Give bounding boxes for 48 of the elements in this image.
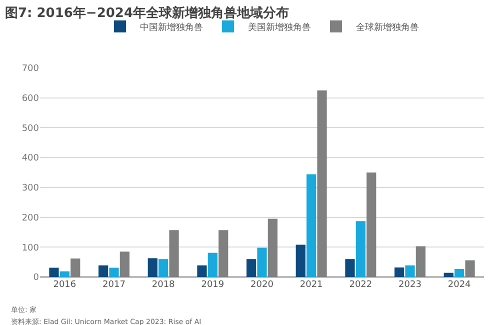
bar [49,268,59,277]
bar [356,221,366,277]
bar [296,244,306,277]
bar [366,172,376,277]
y-tick-label: 700 [22,64,40,74]
x-tick-label: 2024 [448,280,472,290]
bar [70,258,80,277]
y-tick-label: 600 [22,94,40,104]
bar [120,252,130,277]
x-tick-label: 2017 [102,280,126,290]
chart-title: 图7: 2016年−2024年全球新增独角兽地域分布 [4,5,290,22]
legend-label: 全球新增独角兽 [356,22,419,33]
y-tick-label: 0 [33,273,40,284]
bar [257,248,267,277]
bar [405,265,415,277]
bar [60,271,70,277]
legend-label: 中国新增独角兽 [140,22,203,33]
bar [148,258,158,277]
bar [109,268,119,277]
bar [465,260,475,277]
bar [268,218,278,277]
bar [394,267,404,277]
y-tick-label: 100 [22,243,40,254]
bar [246,259,256,277]
y-tick-label: 500 [22,124,40,134]
y-tick-label: 300 [22,184,40,194]
bar [444,272,454,277]
bar [416,246,426,277]
y-tick-label: 200 [22,213,40,224]
bar [306,174,316,277]
bar [197,265,207,277]
bar [218,230,228,277]
y-tick-label: 400 [22,154,40,164]
x-tick-label: 2019 [201,280,224,290]
x-tick-label: 2018 [152,280,176,290]
bar [317,90,327,277]
bar [454,268,464,277]
x-tick-label: 2023 [398,280,422,290]
bar [98,265,108,277]
legend-label: 美国新增独角兽 [248,22,311,33]
x-tick-label: 2021 [300,280,323,290]
bar [169,230,179,277]
x-tick-label: 2020 [250,280,274,290]
x-tick-label: 2016 [53,280,76,290]
bar [158,259,168,277]
bar [208,252,218,277]
x-tick-label: 2022 [349,280,372,290]
bar [345,259,355,277]
